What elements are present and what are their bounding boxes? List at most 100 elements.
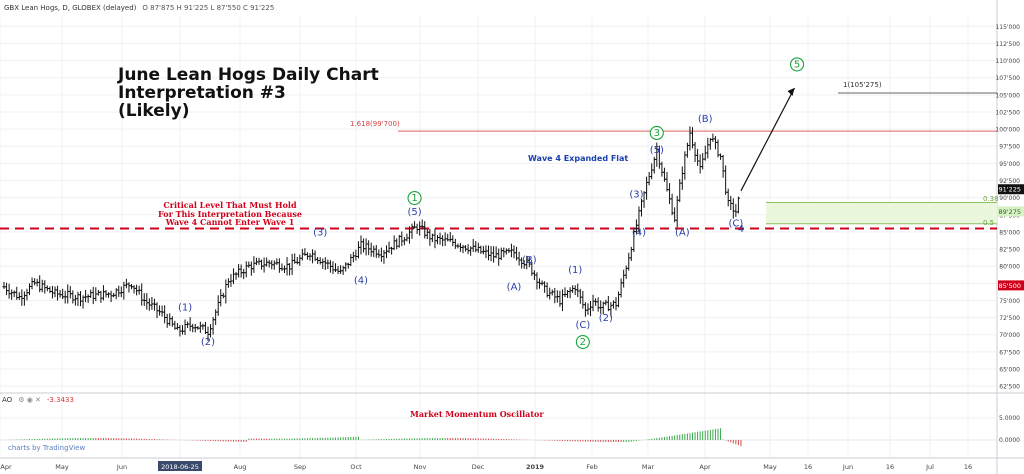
price-tick-label: 75'000 bbox=[999, 298, 1020, 305]
wave-label: 2 bbox=[580, 337, 586, 348]
wave-label: (2) bbox=[201, 337, 215, 348]
wave-circle bbox=[649, 125, 664, 141]
fib-038-label: 0.38 bbox=[983, 195, 999, 203]
zone-price-badge bbox=[998, 206, 1024, 217]
title-line-2: Interpretation #3 bbox=[118, 83, 286, 103]
wave-label: (1) bbox=[178, 303, 192, 314]
wave-label: 1 bbox=[411, 193, 417, 204]
ao-label: AO bbox=[2, 396, 13, 404]
fib-05-label: 0.5 bbox=[983, 219, 995, 227]
wave-label: (3) bbox=[313, 227, 327, 238]
time-tick-label: May bbox=[55, 463, 69, 471]
fib-target-label: 1(105'275) bbox=[843, 81, 882, 89]
critical-note-line-1: Critical Level That Must Hold bbox=[163, 200, 297, 210]
price-tick-label: 112'500 bbox=[995, 41, 1020, 48]
price-tick-label: 90'000 bbox=[999, 195, 1020, 202]
critical-note-line-3: Wave 4 Cannot Enter Wave 1 bbox=[165, 217, 295, 227]
price-tick-label: 92'500 bbox=[999, 178, 1020, 185]
title-line-3: (Likely) bbox=[118, 101, 190, 121]
fib-1618-label: 1.618(99'700) bbox=[350, 120, 400, 128]
wave-label: (B) bbox=[522, 255, 537, 266]
crosshair-date-badge bbox=[158, 461, 202, 471]
price-tick-label: 110'000 bbox=[995, 58, 1020, 65]
projection-arrow-line bbox=[740, 87, 796, 192]
ohlc-values: O 87'875 H 91'225 L 87'550 C 91'225 bbox=[142, 4, 275, 12]
retracement-zone bbox=[766, 202, 997, 224]
time-tick-label: 16 bbox=[886, 463, 894, 471]
wave-label: (A) bbox=[675, 227, 690, 238]
wave-label: (1) bbox=[568, 265, 582, 276]
last-price-label: 91'225 bbox=[999, 186, 1021, 194]
price-tick-label: 105'000 bbox=[995, 92, 1020, 99]
price-tick-label: 97'500 bbox=[999, 144, 1020, 151]
time-tick-label: Apr bbox=[699, 463, 711, 471]
time-tick-label: Mar bbox=[642, 463, 655, 471]
price-tick-label: 70'000 bbox=[999, 332, 1020, 339]
last-price-badge bbox=[998, 184, 1024, 195]
time-tick-label: Sep bbox=[294, 463, 306, 471]
title-line-1: June Lean Hogs Daily Chart bbox=[118, 65, 379, 85]
price-tick-label: 107'500 bbox=[995, 75, 1020, 82]
chart-annotation-title: June Lean Hogs Daily Chart Interpretatio… bbox=[118, 66, 379, 120]
wave-label: 5 bbox=[794, 59, 800, 70]
ao-tick-label: 5.0000 bbox=[999, 415, 1020, 422]
price-tick-label: 72'500 bbox=[999, 315, 1020, 322]
zone-price-label: 89'275 bbox=[999, 208, 1021, 216]
wave-label: 3 bbox=[654, 128, 660, 139]
price-tick-label: 65'000 bbox=[999, 367, 1020, 374]
time-tick-label: Jul bbox=[925, 463, 934, 471]
critical-note-line-2: For This Interpretation Because bbox=[158, 208, 302, 219]
wave-label: (B) bbox=[698, 114, 713, 125]
price-tick-label: 95'000 bbox=[999, 161, 1020, 168]
tradingview-watermark: charts by TradingView bbox=[8, 444, 86, 452]
wave-label: (3) bbox=[629, 190, 643, 201]
time-tick-label: Oct bbox=[350, 463, 362, 471]
time-tick-label: 2019 bbox=[526, 463, 545, 471]
wave-label: (4) bbox=[354, 275, 368, 286]
time-tick-label: Aug bbox=[234, 463, 247, 471]
critical-price-badge bbox=[998, 280, 1024, 291]
wave-label: (5) bbox=[407, 207, 421, 218]
price-tick-label: 85'000 bbox=[999, 229, 1020, 236]
wave-label: (4) bbox=[632, 227, 646, 238]
wave-label: (C) bbox=[575, 320, 590, 331]
time-tick-label: Feb bbox=[586, 463, 598, 471]
ao-settings-icon[interactable]: ⚙ ◉ ✕ bbox=[18, 396, 41, 404]
wave-label: 4 bbox=[738, 224, 744, 235]
wave-circle bbox=[407, 191, 422, 206]
time-tick-label: Jun bbox=[842, 463, 853, 471]
price-tick-label: 62'500 bbox=[999, 384, 1020, 391]
ao-value: -3.3433 bbox=[46, 396, 74, 404]
critical-price-label: 85'500 bbox=[999, 282, 1021, 290]
symbol-header: GBX Lean Hogs, D, GLOBEX (delayed) O 87'… bbox=[0, 0, 274, 16]
price-tick-label: 100'000 bbox=[995, 127, 1020, 134]
wave-label: (A) bbox=[507, 282, 522, 293]
wave-label: (2) bbox=[599, 313, 613, 324]
time-tick-label: Jun bbox=[116, 463, 127, 471]
time-tick-label: 2018-06-25 bbox=[161, 463, 199, 471]
ao-tick-label: 0.0000 bbox=[999, 437, 1020, 444]
wave-circle bbox=[575, 334, 590, 350]
wave-label: (C) bbox=[728, 218, 743, 229]
wave-label: (5) bbox=[650, 145, 664, 156]
price-tick-label: 80'000 bbox=[999, 264, 1020, 271]
time-tick-label: 16 bbox=[804, 463, 812, 471]
time-tick-label: May bbox=[763, 463, 777, 471]
price-tick-label: 115'000 bbox=[995, 24, 1020, 31]
price-tick-label: 82'500 bbox=[999, 247, 1020, 254]
time-tick-label: 16 bbox=[964, 463, 972, 471]
time-tick-label: Apr bbox=[0, 463, 12, 471]
wave4-note: Wave 4 Expanded Flat bbox=[528, 154, 629, 163]
ao-header: AO ⚙ ◉ ✕ -3.3433 bbox=[2, 396, 74, 404]
symbol-title: GBX Lean Hogs, D, GLOBEX (delayed) bbox=[4, 4, 137, 12]
time-tick-label: Dec bbox=[472, 463, 485, 471]
wave-circle bbox=[789, 57, 805, 72]
oscillator-title: Market Momentum Oscillator bbox=[410, 409, 544, 419]
price-tick-label: 102'500 bbox=[995, 109, 1020, 116]
projection-arrow-head bbox=[787, 87, 795, 96]
critical-level-note: Critical Level That Must Hold For This I… bbox=[150, 201, 310, 227]
time-tick-label: Nov bbox=[414, 463, 427, 471]
price-tick-label: 67'500 bbox=[999, 349, 1020, 356]
